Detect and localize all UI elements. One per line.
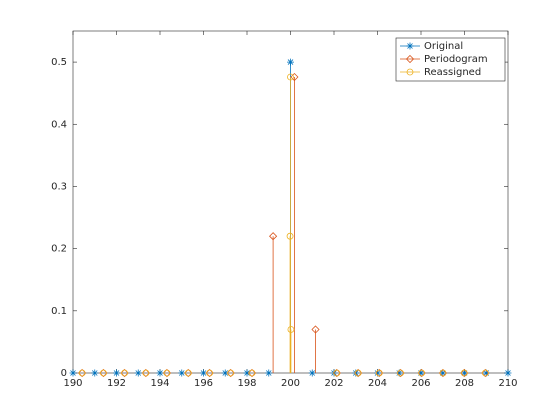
marker bbox=[120, 368, 129, 378]
marker bbox=[397, 369, 404, 377]
marker bbox=[227, 369, 235, 377]
marker bbox=[113, 369, 120, 377]
marker bbox=[375, 368, 384, 378]
legend-label: Periodogram bbox=[424, 54, 488, 65]
marker bbox=[439, 369, 447, 377]
marker bbox=[99, 368, 108, 378]
x-tick-label: 210 bbox=[498, 378, 517, 389]
x-tick-label: 202 bbox=[324, 378, 343, 389]
marker bbox=[395, 369, 403, 377]
marker bbox=[206, 369, 213, 377]
marker bbox=[287, 73, 294, 81]
marker bbox=[332, 368, 341, 378]
marker bbox=[354, 369, 362, 377]
marker bbox=[482, 369, 490, 377]
x-tick-label: 196 bbox=[194, 378, 213, 389]
marker bbox=[438, 368, 448, 378]
marker bbox=[121, 369, 128, 377]
marker bbox=[460, 368, 469, 378]
marker bbox=[311, 325, 320, 334]
legend: Original Periodogram Reassigned bbox=[395, 37, 506, 82]
x-tick-label: 206 bbox=[411, 378, 430, 389]
marker bbox=[406, 68, 414, 76]
marker bbox=[481, 368, 490, 378]
marker bbox=[91, 369, 99, 377]
marker bbox=[162, 368, 172, 378]
marker bbox=[156, 369, 164, 377]
x-tick-label: 208 bbox=[455, 378, 474, 389]
marker bbox=[286, 232, 294, 240]
legend-box bbox=[395, 37, 506, 82]
marker bbox=[290, 72, 299, 82]
marker bbox=[100, 369, 107, 377]
marker bbox=[333, 369, 341, 377]
marker bbox=[205, 368, 214, 378]
marker bbox=[504, 369, 512, 377]
marker bbox=[417, 369, 425, 377]
x-tick-label: 194 bbox=[150, 378, 169, 389]
marker bbox=[375, 369, 383, 377]
marker bbox=[308, 369, 316, 377]
x-tick-label: 204 bbox=[368, 378, 387, 389]
marker bbox=[396, 368, 405, 378]
marker bbox=[69, 369, 77, 377]
marker bbox=[418, 369, 426, 377]
y-tick-label: 0.3 bbox=[51, 181, 67, 192]
marker bbox=[221, 369, 229, 377]
y-tick-label: 0.2 bbox=[51, 244, 67, 255]
legend-label: Reassigned bbox=[424, 67, 481, 78]
marker bbox=[265, 369, 273, 377]
marker bbox=[439, 369, 447, 377]
marker bbox=[374, 369, 381, 377]
marker bbox=[142, 369, 150, 377]
legend-label: Original bbox=[424, 41, 463, 52]
marker bbox=[461, 369, 468, 377]
marker bbox=[141, 368, 150, 378]
marker bbox=[417, 368, 426, 378]
marker bbox=[178, 369, 186, 377]
marker bbox=[134, 369, 142, 377]
plot-area: 190 192 194 196 198 200 202 204 206 208 210 0 0.1 0.2… bbox=[51, 30, 518, 389]
marker bbox=[184, 368, 193, 378]
marker bbox=[287, 326, 295, 333]
x-tick-label: 200 bbox=[281, 378, 300, 389]
marker bbox=[78, 368, 87, 378]
marker bbox=[354, 368, 363, 378]
marker bbox=[163, 369, 171, 377]
marker bbox=[226, 368, 235, 378]
marker bbox=[481, 369, 489, 377]
x-tick-label: 192 bbox=[107, 378, 126, 389]
marker bbox=[352, 369, 360, 377]
marker bbox=[406, 42, 414, 50]
marker bbox=[184, 369, 192, 377]
marker bbox=[200, 369, 207, 377]
y-tick-label: 0.5 bbox=[51, 57, 67, 68]
y-tick-label: 0 bbox=[61, 368, 67, 379]
y-tick-label: 0.4 bbox=[51, 119, 67, 130]
marker bbox=[243, 369, 251, 377]
x-tick-label: 190 bbox=[63, 378, 82, 389]
marker bbox=[405, 54, 415, 64]
x-tick-label: 198 bbox=[237, 378, 256, 389]
marker bbox=[269, 232, 278, 241]
marker bbox=[78, 369, 86, 377]
marker bbox=[248, 369, 256, 377]
marker bbox=[460, 369, 468, 377]
marker bbox=[247, 368, 257, 378]
marker bbox=[287, 58, 294, 66]
y-tick-label: 0.1 bbox=[51, 306, 67, 317]
